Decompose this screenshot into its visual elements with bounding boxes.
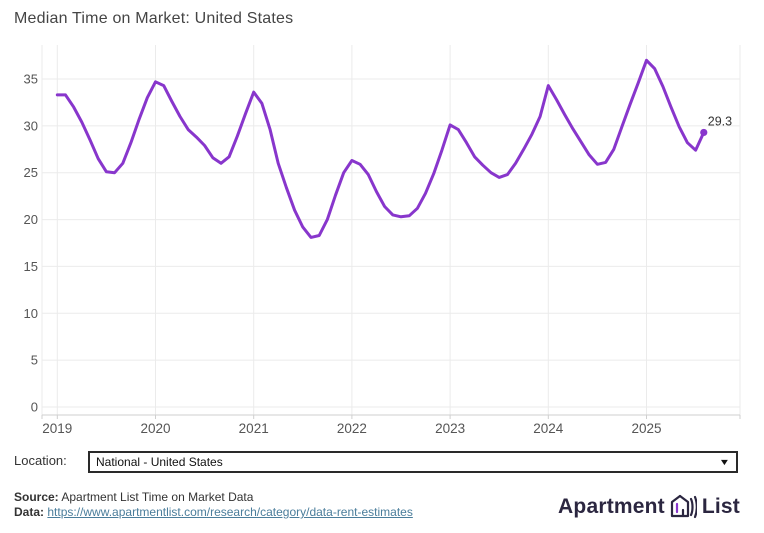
source-line: Source: Apartment List Time on Market Da…: [14, 490, 413, 505]
location-selected-value: National - United States: [96, 455, 223, 469]
logo-text-list: List: [701, 495, 740, 518]
y-axis-tick-label: 10: [24, 306, 38, 321]
chart-title: Median Time on Market: United States: [14, 10, 294, 27]
x-axis-tick-label: 2021: [239, 421, 269, 436]
chevron-down-icon[interactable]: ▼: [718, 456, 731, 467]
latest-value-label: 29.3: [708, 114, 732, 128]
source-text: Apartment List Time on Market Data: [58, 490, 254, 504]
x-axis-tick-label: 2020: [140, 421, 170, 436]
y-axis-tick-label: 15: [24, 259, 38, 274]
logo-text-apartment: Apartment: [558, 495, 665, 518]
footer-attribution: Source: Apartment List Time on Market Da…: [14, 490, 413, 520]
y-axis-tick-label: 30: [24, 118, 38, 133]
x-axis-tick-label: 2023: [435, 421, 465, 436]
apartment-list-house-icon: [670, 493, 697, 521]
x-axis-tick-label: 2019: [42, 421, 72, 436]
y-axis-tick-label: 5: [31, 353, 38, 368]
y-axis-tick-label: 20: [24, 212, 38, 227]
data-line: Data: https://www.apartmentlist.com/rese…: [14, 505, 413, 520]
series-line: [55, 58, 706, 239]
y-axis-tick-label: 35: [24, 72, 38, 87]
latest-point-marker: [700, 128, 708, 137]
y-axis-tick-label: 25: [24, 165, 38, 180]
x-axis-tick-label: 2024: [533, 421, 564, 436]
apartment-list-logo: Apartment List: [558, 492, 740, 522]
y-axis-tick-label: 0: [31, 400, 38, 415]
data-label: Data:: [14, 505, 45, 519]
source-label: Source:: [14, 490, 59, 504]
x-axis-tick-label: 2025: [631, 421, 661, 436]
location-label: Location:: [14, 453, 67, 468]
location-select[interactable]: National - United States ▼: [88, 451, 738, 473]
x-axis-tick-label: 2022: [337, 421, 367, 436]
data-link[interactable]: https://www.apartmentlist.com/research/c…: [47, 505, 413, 519]
